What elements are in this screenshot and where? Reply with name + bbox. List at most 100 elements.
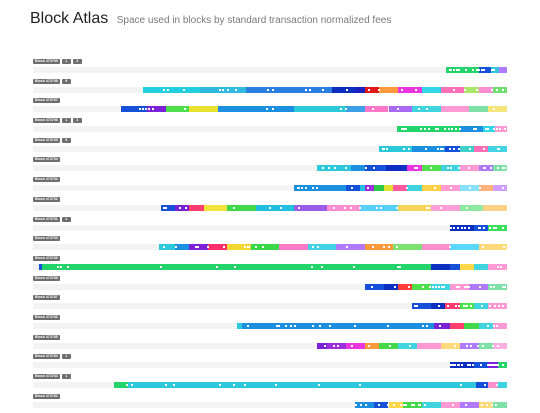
block-label[interactable]: Block 473788 bbox=[33, 275, 60, 281]
block-row[interactable]: Block 473799 1 3 bbox=[33, 59, 507, 79]
block-label[interactable]: Block 473782 bbox=[33, 393, 60, 399]
transaction-dot bbox=[400, 128, 403, 131]
fee-segment bbox=[364, 86, 380, 93]
block-label[interactable]: Block 473785 bbox=[33, 334, 60, 340]
fee-segment bbox=[478, 342, 493, 349]
transaction-dot bbox=[482, 246, 485, 249]
block-label[interactable]: Block 473792 bbox=[33, 196, 60, 202]
transaction-dot bbox=[496, 344, 499, 347]
block-label[interactable]: Block 473791 bbox=[33, 216, 60, 222]
transaction-dot bbox=[396, 206, 399, 209]
block-row[interactable]: Block 473793 bbox=[33, 177, 507, 197]
transaction-dot bbox=[345, 167, 348, 170]
block-row[interactable]: Block 473785 bbox=[33, 334, 507, 355]
transaction-dot bbox=[340, 108, 343, 111]
block-label-group: Block 473787 bbox=[33, 295, 60, 301]
block-row[interactable]: Block 473789 bbox=[33, 255, 507, 276]
transaction-dot bbox=[465, 206, 468, 209]
block-label[interactable]: Block 473790 bbox=[33, 236, 60, 242]
block-row[interactable]: Block 473790 bbox=[33, 236, 507, 256]
transaction-dot bbox=[468, 187, 471, 190]
transaction-dot bbox=[463, 285, 466, 288]
block-label-group: Block 473797 bbox=[33, 98, 60, 104]
fee-spectrum-bar[interactable] bbox=[33, 145, 507, 152]
block-label[interactable]: Block 473798 bbox=[33, 78, 60, 84]
block-label[interactable]: Block 473787 bbox=[33, 295, 60, 301]
block-row[interactable]: Block 473787 bbox=[33, 295, 507, 315]
transaction-dot bbox=[438, 324, 441, 327]
fee-spectrum-bar[interactable] bbox=[33, 322, 507, 329]
block-row[interactable]: Block 473783 1 bbox=[33, 374, 507, 394]
transaction-dot bbox=[479, 364, 482, 367]
block-row[interactable]: Block 473797 bbox=[33, 98, 507, 118]
transaction-dot bbox=[274, 384, 277, 386]
transaction-dot bbox=[218, 88, 221, 91]
transaction-dot bbox=[465, 305, 468, 308]
fee-segment bbox=[464, 322, 479, 329]
transaction-dot bbox=[432, 285, 435, 288]
transaction-dot bbox=[457, 305, 460, 308]
transaction-dot bbox=[222, 246, 225, 249]
fee-spectrum-bar[interactable] bbox=[33, 244, 507, 251]
fee-spectrum-bar[interactable] bbox=[33, 382, 507, 388]
block-tag: 1 bbox=[61, 59, 71, 64]
block-row[interactable]: Block 473794 bbox=[33, 157, 507, 177]
fee-spectrum-bar[interactable] bbox=[33, 185, 507, 192]
transaction-dot bbox=[484, 167, 487, 170]
fee-spectrum-bar[interactable] bbox=[33, 67, 507, 73]
fee-segment bbox=[445, 145, 460, 152]
fee-segment bbox=[459, 204, 484, 211]
block-label[interactable]: Block 473783 bbox=[33, 374, 60, 379]
transaction-dot bbox=[222, 88, 225, 91]
fee-spectrum-bar[interactable] bbox=[33, 224, 507, 231]
block-row[interactable]: Block 473786 bbox=[33, 314, 507, 335]
transaction-dot bbox=[426, 108, 429, 111]
block-label[interactable]: Block 473796 bbox=[33, 118, 60, 124]
block-row[interactable]: Block 473792 bbox=[33, 196, 507, 217]
block-row[interactable]: Block 473795 9 bbox=[33, 137, 507, 158]
transaction-dot bbox=[194, 246, 197, 249]
block-label[interactable]: Block 473794 bbox=[33, 157, 60, 163]
block-tag: 1 bbox=[61, 374, 71, 379]
transaction-dot bbox=[430, 167, 433, 170]
block-label[interactable]: Block 473795 bbox=[33, 137, 60, 143]
transaction-dot bbox=[428, 128, 431, 131]
fee-segment bbox=[469, 106, 489, 113]
block-row[interactable]: Block 473798 9 bbox=[33, 78, 507, 99]
fee-spectrum-bar[interactable] bbox=[33, 106, 507, 113]
block-label[interactable]: Block 473786 bbox=[33, 314, 60, 320]
block-label[interactable]: Block 473797 bbox=[33, 98, 60, 104]
block-row[interactable]: Block 473796 1 3 bbox=[33, 118, 507, 138]
transaction-dot bbox=[380, 206, 383, 209]
fee-spectrum-bar[interactable] bbox=[33, 126, 507, 133]
block-row[interactable]: Block 473788 bbox=[33, 275, 507, 296]
block-row[interactable]: Block 473784 1 bbox=[33, 354, 507, 374]
fee-spectrum-bar[interactable] bbox=[33, 263, 507, 270]
block-row[interactable]: Block 473791 1 bbox=[33, 216, 507, 237]
transaction-dot bbox=[316, 187, 319, 190]
fee-segment bbox=[355, 86, 365, 93]
block-label[interactable]: Block 473784 bbox=[33, 354, 60, 360]
transaction-dot bbox=[490, 167, 493, 170]
fee-segment bbox=[386, 165, 408, 172]
block-label-group: Block 473796 1 3 bbox=[33, 118, 82, 124]
transaction-dot bbox=[458, 167, 461, 170]
transaction-dot bbox=[501, 167, 504, 170]
fee-spectrum-bar[interactable] bbox=[33, 303, 507, 310]
transaction-dot bbox=[394, 285, 397, 288]
fee-spectrum-bar[interactable] bbox=[33, 165, 507, 172]
transaction-dot bbox=[452, 226, 455, 229]
block-row[interactable]: Block 473782 bbox=[33, 393, 507, 413]
fee-spectrum-bar[interactable] bbox=[33, 362, 507, 369]
fee-spectrum-bar[interactable] bbox=[33, 86, 507, 93]
fee-spectrum-bar[interactable] bbox=[33, 342, 507, 349]
block-label[interactable]: Block 473793 bbox=[33, 177, 60, 183]
transaction-dot bbox=[469, 364, 472, 367]
fee-spectrum-bar[interactable] bbox=[33, 204, 507, 211]
transaction-dot bbox=[453, 88, 456, 91]
fee-spectrum-bar[interactable] bbox=[33, 283, 507, 290]
block-label[interactable]: Block 473799 bbox=[33, 59, 60, 64]
transaction-dot bbox=[381, 147, 384, 150]
block-label[interactable]: Block 473789 bbox=[33, 255, 60, 261]
fee-segment bbox=[473, 263, 489, 270]
